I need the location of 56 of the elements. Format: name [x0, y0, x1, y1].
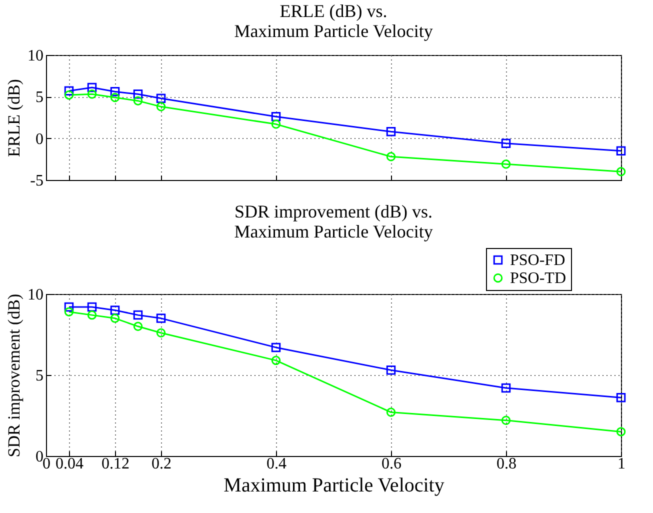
x-tick-label: 0.6: [382, 456, 402, 472]
point: [386, 127, 396, 136]
point: [64, 86, 74, 96]
point: [271, 112, 281, 122]
point: [156, 314, 166, 323]
point: [110, 87, 120, 96]
x-tick-label: 0.04: [56, 456, 84, 472]
point: [64, 307, 74, 316]
x-tick-label: 1: [618, 456, 626, 472]
point: [501, 416, 511, 425]
point: [616, 146, 626, 156]
x-tick-label: 0.8: [496, 456, 516, 472]
y-tick-label: 5: [36, 89, 44, 106]
point: [156, 94, 166, 103]
point: [110, 306, 120, 315]
point: [386, 408, 396, 417]
y-tick-label: 5: [36, 368, 44, 384]
y-axis-title: SDR improvement (dB): [4, 294, 24, 458]
point: [133, 96, 143, 106]
x-tick-label: 0.4: [266, 456, 286, 472]
point: [64, 90, 74, 100]
point: [133, 310, 143, 320]
x-tick-label: 0.12: [102, 456, 130, 472]
point: [386, 366, 396, 375]
point: [156, 102, 166, 112]
point: [616, 167, 626, 176]
point: [133, 322, 143, 332]
point: [87, 82, 97, 92]
y-tick-label: -5: [30, 172, 44, 190]
point: [271, 120, 281, 129]
point: [386, 152, 396, 162]
point: [110, 314, 120, 323]
y-tick-label: 0: [36, 130, 44, 148]
point: [110, 92, 120, 102]
y-tick-label: 10: [28, 286, 44, 304]
point: [87, 90, 97, 99]
legend-label: PSO-FD: [510, 252, 566, 269]
point: [501, 383, 511, 393]
point: [156, 328, 166, 338]
point: [133, 90, 143, 99]
chart-title: SDR improvement (dB) vs. Maximum Particle Velocity: [234, 202, 433, 242]
y-axis-title: ERLE (dB): [4, 79, 24, 157]
legend-label: PSO-TD: [510, 270, 566, 287]
point: [616, 393, 626, 402]
point: [87, 302, 97, 312]
x-tick-label: 0.2: [152, 456, 172, 472]
point: [501, 138, 511, 148]
y-tick-label: 10: [28, 48, 44, 64]
point: [64, 302, 74, 312]
point: [501, 160, 511, 169]
point: [271, 356, 281, 366]
point: [87, 310, 97, 320]
point: [616, 427, 626, 436]
point: [271, 342, 281, 352]
chart-title: ERLE (dB) vs. Maximum Particle Velocity: [234, 1, 433, 41]
x-axis-title: Maximum Particle Velocity: [224, 474, 444, 496]
